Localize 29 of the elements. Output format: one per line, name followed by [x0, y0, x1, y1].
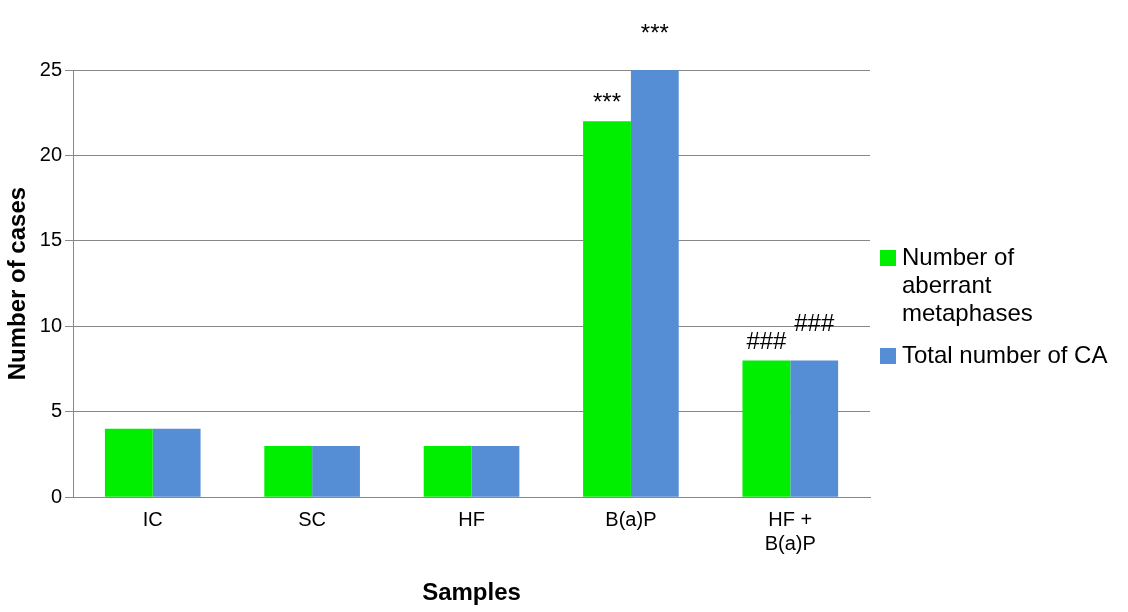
bar	[790, 360, 839, 497]
bar	[152, 428, 201, 497]
x-tick-label: IC	[142, 507, 163, 530]
x-tick-label: HF	[458, 507, 485, 530]
bar	[471, 445, 520, 497]
y-tick-label: 15	[39, 228, 63, 251]
y-tick-label: 5	[50, 399, 63, 422]
x-tick-label: SC	[298, 507, 327, 530]
y-tick-label: 0	[50, 484, 63, 507]
legend-label: Total number of CA	[902, 341, 1108, 369]
annotation: ***	[640, 18, 669, 46]
bar	[742, 360, 791, 497]
x-tick-label: HF + B(a)P	[764, 507, 816, 554]
y-axis-title: Number of cases	[3, 186, 31, 381]
x-axis-title: Samples	[422, 578, 521, 606]
y-tick-label: 10	[39, 313, 63, 336]
bar	[264, 445, 313, 497]
legend-label: Number of aberrant metaphases	[902, 243, 1034, 327]
bar	[630, 70, 679, 497]
bar	[583, 121, 631, 497]
bar	[104, 428, 153, 497]
y-tick-label: 25	[39, 57, 63, 80]
bar	[312, 445, 360, 497]
annotation: ###	[794, 309, 835, 337]
bar	[423, 445, 472, 497]
y-tick-label: 20	[39, 142, 63, 165]
annotation: ###	[746, 327, 788, 355]
annotation: ***	[592, 87, 622, 115]
x-tick-label: B(a)P	[605, 507, 657, 530]
